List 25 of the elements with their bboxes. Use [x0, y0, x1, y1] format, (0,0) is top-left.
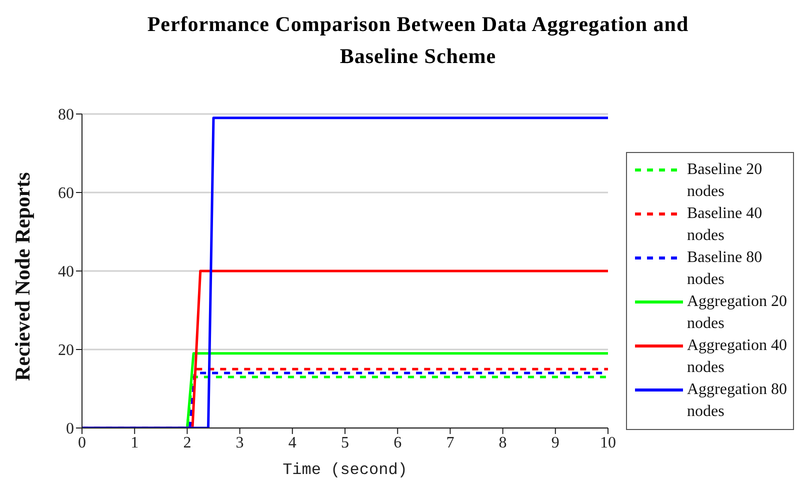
x-tick-label: 7: [446, 434, 454, 452]
legend-label: Baseline 20 nodes: [687, 160, 764, 202]
x-axis-title: Time (second): [282, 461, 408, 479]
y-axis-title: Recieved Node Reports: [10, 172, 34, 381]
x-tick-label: 3: [236, 434, 244, 452]
legend-label: Aggregation 80 nodes: [687, 380, 787, 422]
legend-label: Baseline 80 nodes: [687, 248, 764, 290]
x-tick-label: 4: [288, 434, 296, 452]
legend-label: Aggregation 40 nodes: [687, 336, 787, 378]
x-tick-label: 6: [394, 434, 402, 452]
legend-label: Baseline 40 nodes: [687, 204, 764, 246]
y-tick-label: 40: [58, 264, 74, 281]
x-tick-label: 10: [600, 434, 616, 452]
y-tick-label: 20: [58, 342, 74, 360]
y-tick-label: 80: [58, 106, 74, 124]
x-tick-label: 9: [551, 434, 560, 452]
chart-title: Performance Comparison Between Data Aggregation and Baseline Scheme: [146, 11, 690, 70]
x-tick-label: 1: [130, 434, 139, 452]
x-tick-label: 8: [498, 434, 507, 452]
x-tick-label: 2: [183, 434, 192, 452]
x-tick-label: 5: [341, 434, 349, 452]
legend-label: Aggregation 20 nodes: [687, 292, 787, 334]
y-tick-label: 60: [58, 185, 74, 202]
y-tick-label: 0: [66, 420, 74, 438]
x-tick-label: 0: [78, 434, 86, 452]
